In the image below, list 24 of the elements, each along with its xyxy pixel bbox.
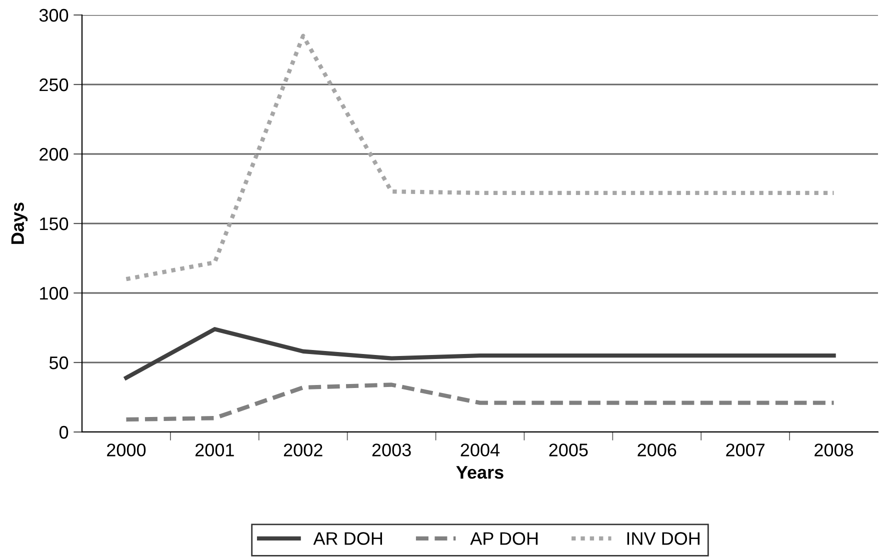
- legend-label: INV DOH: [627, 532, 700, 545]
- x-tick-label: 2004: [460, 444, 500, 456]
- y-tick-label: 0: [59, 426, 68, 439]
- x-tick-label: 2005: [549, 444, 588, 456]
- line-series: [124, 327, 836, 380]
- y-axis-title: Days: [11, 202, 28, 244]
- y-tick-label: 50: [49, 356, 68, 370]
- x-tick-label: 2002: [284, 444, 322, 456]
- x-axis-title: Years: [456, 466, 504, 479]
- x-tick-label: 2008: [814, 444, 854, 456]
- x-tick-label: 2001: [195, 444, 234, 456]
- y-tick-label: 200: [40, 148, 68, 161]
- line-series: [124, 382, 836, 422]
- y-tick-label: 250: [40, 78, 68, 92]
- y-tick-label: 300: [39, 8, 68, 22]
- y-tick-label: 100: [40, 286, 68, 300]
- line-series: [124, 34, 836, 282]
- x-tick-label: 2006: [638, 444, 676, 456]
- legend-label: AP DOH: [470, 532, 538, 545]
- legend-label: AR DOH: [313, 532, 382, 545]
- x-tick-label: 2003: [372, 444, 411, 456]
- x-tick-label: 2000: [107, 444, 146, 456]
- x-tick-label: 2007: [726, 444, 765, 456]
- y-tick-label: 150: [40, 217, 68, 230]
